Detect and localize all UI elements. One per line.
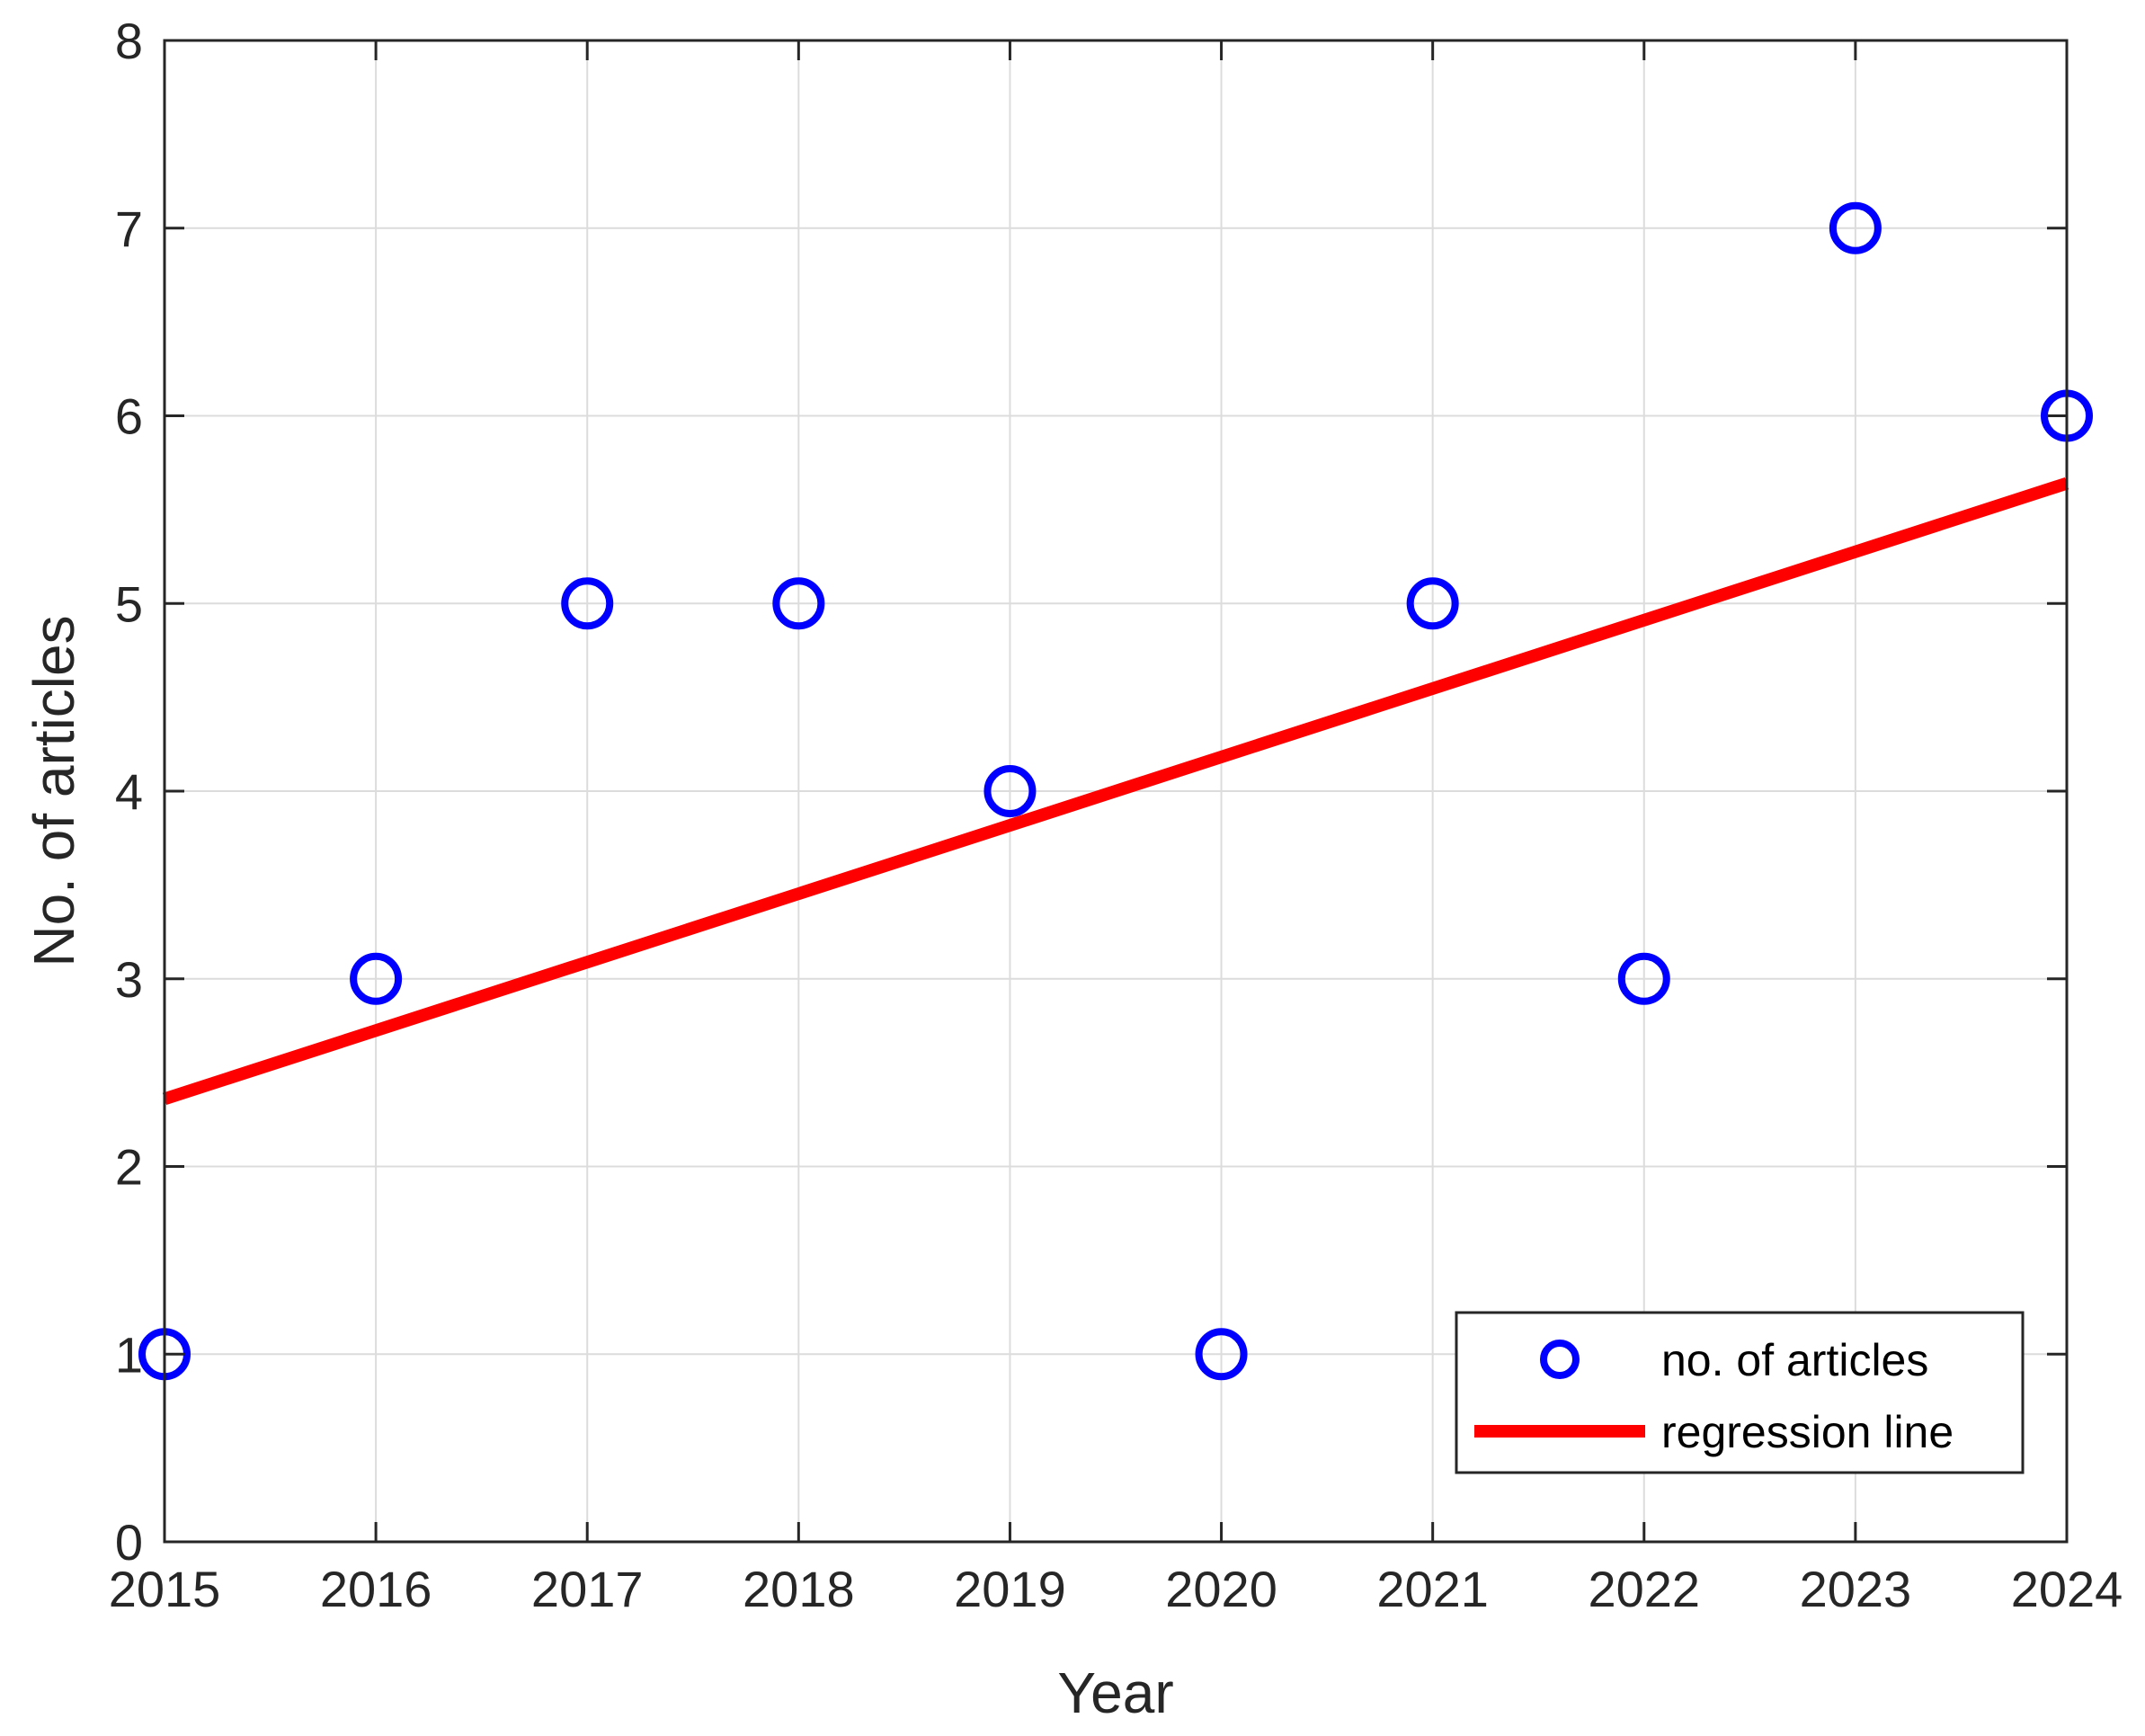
y-axis-label: No. of articles (22, 615, 86, 966)
x-tick-label: 2024 (2011, 1561, 2123, 1617)
y-tick-label: 5 (115, 575, 143, 632)
data-point (1406, 577, 1459, 630)
x-tick-label: 2022 (1588, 1561, 1700, 1617)
legend: no. of articles regression line (1455, 1311, 2025, 1474)
x-tick-label: 2019 (954, 1561, 1066, 1617)
y-tick-label: 2 (115, 1139, 143, 1196)
y-tick-labels: 0 1 2 3 4 5 6 7 8 (115, 13, 143, 1571)
y-tick-label: 7 (115, 200, 143, 257)
legend-label-articles: no. of articles (1661, 1335, 1928, 1385)
data-point (1195, 1328, 1248, 1381)
x-tick-label: 2021 (1376, 1561, 1489, 1617)
x-tick-label: 2020 (1165, 1561, 1277, 1617)
data-point (1829, 201, 1882, 254)
x-axis-label: Year (1057, 1660, 1173, 1725)
legend-marker-circle-icon (1540, 1340, 1580, 1379)
legend-box (1455, 1311, 2025, 1474)
y-tick-label: 1 (115, 1326, 143, 1383)
x-tick-label: 2018 (743, 1561, 855, 1617)
data-point (772, 577, 825, 630)
y-tick-label: 0 (115, 1514, 143, 1571)
legend-label-regression: regression line (1661, 1407, 1954, 1457)
x-tick-label: 2016 (320, 1561, 432, 1617)
data-point (561, 577, 614, 630)
regression-line (162, 476, 2069, 1106)
data-point (1617, 952, 1670, 1005)
y-tick-label: 4 (115, 763, 143, 820)
y-tick-label: 6 (115, 388, 143, 445)
x-tick-label: 2017 (531, 1561, 644, 1617)
y-tick-label: 3 (115, 951, 143, 1008)
data-point (350, 952, 403, 1005)
x-tick-label: 2023 (1800, 1561, 1912, 1617)
data-point (983, 765, 1037, 817)
axis-ticks (163, 39, 2069, 1544)
x-tick-label: 2015 (109, 1561, 221, 1617)
x-tick-labels: 2015 2016 2017 2018 2019 2020 2021 2022 2023 2024 (109, 1561, 2123, 1617)
regression-series (162, 476, 2069, 1106)
y-tick-label: 8 (115, 13, 143, 69)
